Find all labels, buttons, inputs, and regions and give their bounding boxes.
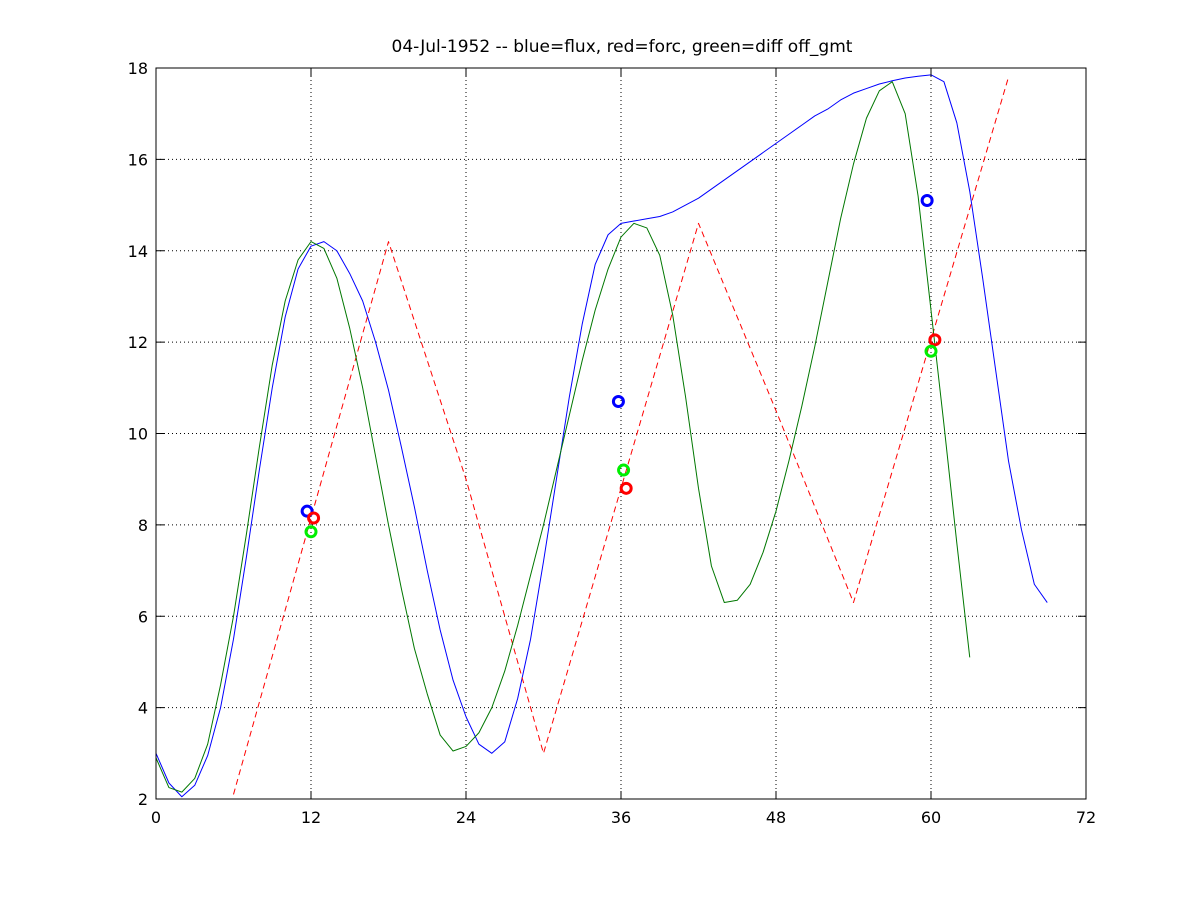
data-marker [924, 344, 938, 358]
x-tick-label: 36 [611, 808, 631, 827]
x-tick-label: 48 [766, 808, 786, 827]
x-tick-label: 12 [301, 808, 321, 827]
data-marker [617, 463, 631, 477]
x-tick-label: 24 [456, 808, 476, 827]
series-lines [155, 74, 1048, 798]
y-tick-label: 18 [128, 59, 148, 78]
data-markers [300, 193, 942, 539]
data-marker [304, 525, 318, 539]
y-tick-label: 4 [138, 699, 148, 718]
chart-title: 04-Jul-1952 -- blue=flux, red=forc, gree… [392, 37, 853, 57]
y-tick-label: 2 [138, 790, 148, 809]
data-marker [307, 511, 321, 525]
diff-series-line [155, 81, 971, 793]
y-tick-label: 16 [128, 150, 148, 169]
grid-lines [156, 68, 1086, 799]
data-marker [920, 193, 934, 207]
data-marker [300, 504, 314, 518]
y-tick-label: 10 [128, 425, 148, 444]
data-marker [619, 481, 633, 495]
y-tick-label: 6 [138, 607, 148, 626]
data-marker [928, 333, 942, 347]
x-tick-label: 60 [921, 808, 941, 827]
flux-series-line [155, 74, 1048, 798]
y-tick-label: 14 [128, 242, 148, 261]
data-marker [611, 395, 625, 409]
x-tick-label: 0 [151, 808, 161, 827]
y-tick-label: 8 [138, 516, 148, 535]
x-tick-label: 72 [1076, 808, 1096, 827]
y-tick-label: 12 [128, 333, 148, 352]
